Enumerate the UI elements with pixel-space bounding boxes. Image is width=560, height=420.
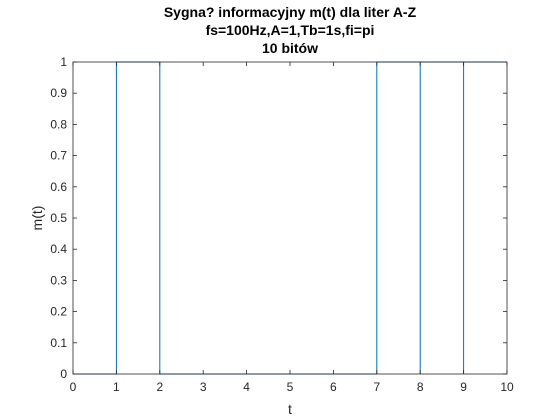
x-tick-label: 7 [373, 380, 380, 394]
plot-area [73, 62, 507, 374]
x-tick-label: 2 [156, 380, 163, 394]
x-tick-label: 3 [200, 380, 207, 394]
y-axis-ticks: 0 0.1 0.2 0.3 0.4 0.5 0.6 0.7 0.8 0.9 1 [50, 55, 507, 381]
x-tick-label: 9 [460, 380, 467, 394]
y-tick-label: 1 [60, 55, 67, 69]
x-tick-label: 10 [500, 380, 514, 394]
x-tick-label: 5 [287, 380, 294, 394]
chart-title-line-2: fs=100Hz,A=1,Tb=1s,fi=pi [206, 22, 375, 38]
y-tick-label: 0.3 [50, 273, 67, 287]
y-tick-label: 0.7 [50, 149, 67, 163]
x-tick-label: 8 [417, 380, 424, 394]
chart-title-line-3: 10 bitów [262, 40, 318, 56]
x-axis-ticks: 0 1 2 3 4 5 6 7 8 9 10 [70, 62, 514, 394]
y-tick-label: 0.9 [50, 86, 67, 100]
y-tick-label: 0 [60, 367, 67, 381]
y-tick-label: 0.4 [50, 242, 67, 256]
x-tick-label: 1 [113, 380, 120, 394]
x-tick-label: 4 [243, 380, 250, 394]
x-tick-label: 6 [330, 380, 337, 394]
axes-box [72, 61, 508, 375]
y-tick-label: 0.6 [50, 180, 67, 194]
x-tick-label: 0 [70, 380, 77, 394]
y-tick-label: 0.5 [50, 211, 67, 225]
x-axis-label: t [288, 401, 292, 417]
chart-title-line-1: Sygna? informacyjny m(t) dla liter A-Z [164, 4, 417, 20]
y-axis-label: m(t) [29, 206, 45, 231]
y-tick-label: 0.2 [50, 305, 67, 319]
y-tick-label: 0.1 [50, 336, 67, 350]
y-tick-label: 0.8 [50, 117, 67, 131]
